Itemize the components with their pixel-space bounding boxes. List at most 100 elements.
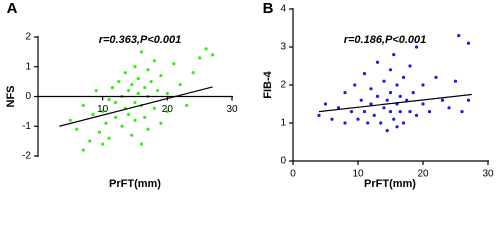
point	[385, 129, 389, 133]
point	[466, 41, 471, 45]
point	[362, 110, 367, 114]
x-axis-label: PrFT(mm)	[364, 178, 416, 190]
point	[359, 98, 363, 102]
point	[336, 106, 341, 110]
point	[369, 87, 373, 91]
x-axis-label: PrFT(mm)	[109, 178, 161, 190]
point	[453, 79, 458, 83]
y-tick-label: 2	[280, 80, 286, 91]
point	[388, 68, 393, 72]
point	[421, 102, 425, 106]
point	[385, 98, 389, 102]
point	[375, 60, 380, 64]
point	[421, 83, 425, 87]
point	[117, 80, 121, 84]
point	[146, 127, 150, 131]
point	[81, 148, 85, 152]
point	[460, 110, 464, 114]
point	[120, 124, 124, 128]
point	[126, 88, 131, 93]
point	[107, 97, 111, 102]
y-tick-label: 4	[280, 4, 286, 15]
point	[185, 103, 189, 108]
point	[159, 74, 163, 78]
point	[172, 62, 176, 66]
point	[204, 47, 208, 51]
point	[107, 136, 111, 140]
point	[91, 112, 95, 116]
point	[88, 139, 92, 143]
point	[427, 110, 432, 114]
point	[101, 142, 105, 146]
point	[356, 117, 360, 121]
point	[136, 91, 140, 96]
y-tick-label: 1	[25, 61, 31, 72]
point	[211, 53, 215, 57]
point	[143, 85, 147, 90]
point	[382, 79, 386, 83]
point	[447, 106, 451, 110]
point	[130, 83, 134, 87]
panel-label: A	[7, 0, 18, 17]
y-tick-label: 3	[280, 42, 286, 53]
point	[94, 88, 98, 93]
x-tick-label: 30	[226, 104, 238, 115]
point	[405, 98, 409, 102]
point	[401, 121, 406, 125]
fit-line	[59, 86, 213, 127]
point	[133, 100, 137, 105]
x-tick-label: 10	[352, 169, 364, 180]
y-axis-label: NFS	[5, 86, 17, 108]
point	[369, 102, 373, 106]
point	[382, 106, 386, 110]
x-tick-label: 20	[162, 104, 174, 115]
point	[104, 121, 108, 125]
point	[330, 117, 334, 121]
point	[411, 91, 415, 95]
fit-line	[318, 93, 472, 113]
point	[68, 118, 72, 122]
point	[152, 59, 156, 63]
point	[97, 130, 102, 134]
point	[156, 88, 160, 93]
point	[114, 100, 118, 105]
point	[408, 64, 412, 68]
y-tick-label: 0	[280, 156, 286, 167]
point	[392, 117, 396, 121]
point	[353, 83, 357, 87]
y-axis-label: FIB-4	[262, 70, 274, 98]
point	[126, 112, 131, 116]
point	[198, 56, 202, 60]
x-tick-label: 20	[417, 169, 429, 180]
point	[343, 121, 347, 125]
point	[101, 109, 105, 113]
point	[395, 83, 399, 87]
y-tick-label: -1	[22, 121, 31, 132]
x-tick-label: 30	[482, 169, 494, 180]
point	[392, 53, 396, 57]
point	[457, 34, 461, 38]
point	[75, 127, 79, 131]
annotation: r=0.363,P<0.001	[99, 34, 182, 46]
point	[159, 121, 163, 125]
point	[143, 115, 147, 119]
y-tick-label: 0	[25, 91, 31, 102]
point	[349, 110, 354, 114]
y-tick-label: -2	[22, 151, 31, 162]
point	[414, 113, 419, 117]
x-tick-label: 10	[97, 104, 109, 115]
point	[133, 118, 137, 122]
y-tick-label: 1	[280, 118, 286, 129]
point	[362, 72, 367, 76]
point	[466, 98, 471, 102]
point	[388, 91, 393, 95]
point	[440, 98, 445, 102]
panel-label: B	[263, 0, 274, 17]
point	[401, 75, 406, 79]
point	[398, 110, 402, 114]
point	[130, 133, 134, 137]
point	[414, 45, 419, 49]
point	[165, 91, 169, 96]
point	[123, 71, 127, 75]
